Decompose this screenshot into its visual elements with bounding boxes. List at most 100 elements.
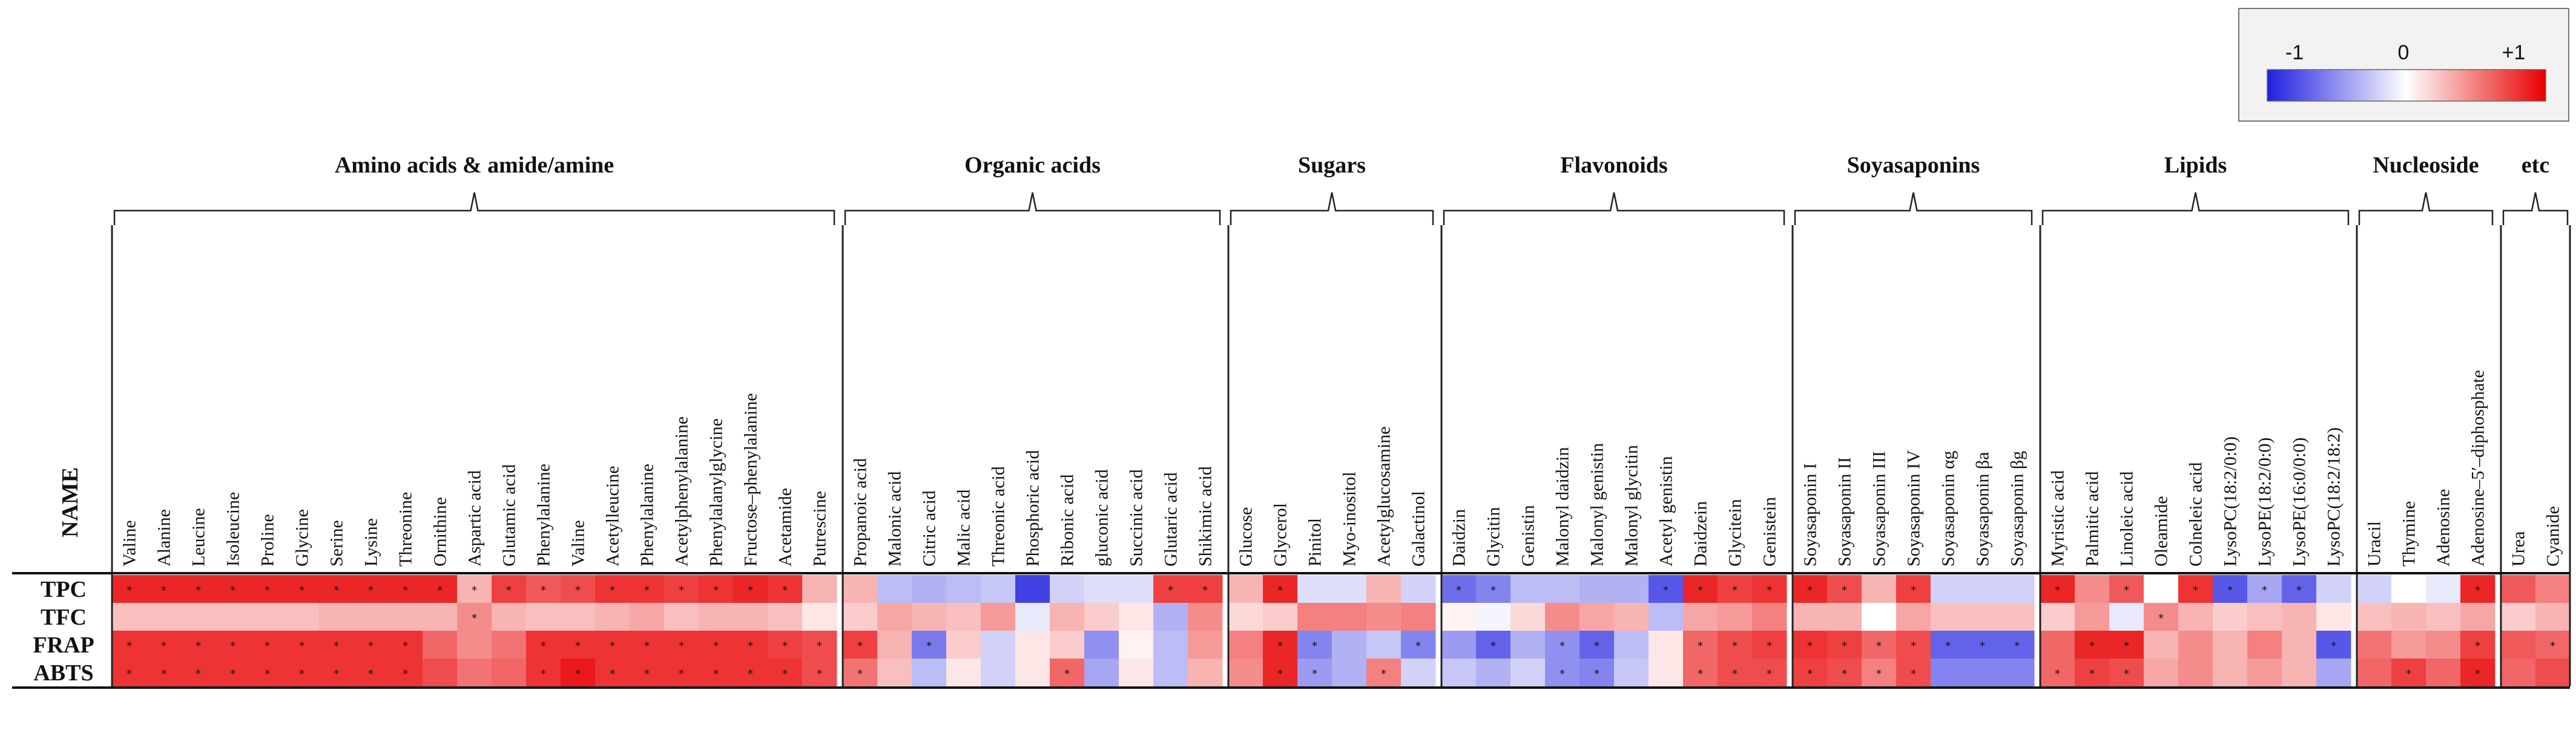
column-label: Glycitein [1725,499,1745,567]
column-label: Acetylleucine [603,465,623,567]
column-label: Phenylalanine [637,464,657,567]
significance-star: * [1698,668,1703,680]
heatmap-cell [1084,659,1119,687]
heatmap-cell [457,631,492,659]
heatmap-cell [112,603,147,631]
heatmap-cell [768,659,803,687]
heatmap-cell [2357,631,2392,659]
significance-star: * [782,640,788,652]
heatmap-cell [699,659,734,687]
column-label: LysoPE(16:0/0:0) [2290,438,2310,567]
heatmap-cell [1188,631,1223,659]
significance-star: * [1698,584,1703,597]
heatmap-cell [2535,575,2571,603]
heatmap-cell [981,631,1016,659]
heatmap-cell [1510,603,1546,631]
significance-star: * [1876,668,1882,680]
heatmap-cell [2282,603,2317,631]
significance-star: * [541,640,546,652]
heatmap-cell [492,575,527,603]
heatmap-cell [2282,575,2317,603]
heatmap-cell [802,659,837,687]
significance-star: * [1491,584,1496,597]
group-brace [1443,192,1785,225]
legend-box [2238,8,2569,122]
heatmap-cell [2501,575,2536,603]
heatmap-cell [216,575,251,603]
column-label: Glycitin [1484,507,1504,567]
heatmap-cell [112,659,147,687]
significance-star: * [2089,668,2095,680]
significance-star: * [541,668,546,680]
heatmap-cell [2075,603,2110,631]
significance-star: * [1663,584,1668,597]
heatmap-cell [664,603,699,631]
heatmap-cell [1683,575,1718,603]
heatmap-cell [1263,659,1298,687]
significance-star: * [644,668,650,680]
heatmap-cell [216,603,251,631]
heatmap-cell [2316,659,2351,687]
heatmap-cell [285,659,320,687]
heatmap-cell [1366,659,1402,687]
column-label: Genistein [1760,497,1780,567]
heatmap-cell [2426,631,2461,659]
significance-star: * [1911,668,1916,680]
significance-star: * [2158,612,2164,625]
heatmap-cell [1649,631,1684,659]
heatmap-cell [1228,659,1263,687]
heatmap-cell [1510,631,1546,659]
heatmap-cell [1614,575,1649,603]
heatmap-cell [2316,631,2351,659]
column-label: Acetamide [776,488,796,567]
significance-star: * [610,584,615,597]
significance-star: * [679,584,684,597]
heatmap-cell [1718,659,1753,687]
heatmap-cell [1580,603,1615,631]
heatmap-cell [1366,575,1402,603]
significance-star: * [334,584,339,597]
heatmap-cell [1263,603,1298,631]
significance-star: * [230,668,236,680]
significance-star: * [748,640,753,652]
column-label: Malonyl glycitin [1622,445,1642,567]
group-label: Lipids [2164,153,2227,178]
heatmap-cell [1119,575,1154,603]
heatmap-cell [2460,603,2495,631]
heatmap-cell [147,575,182,603]
heatmap-cell [1545,603,1580,631]
heatmap-cell [2391,575,2426,603]
heatmap-cell [1263,575,1298,603]
significance-star: * [1767,584,1772,597]
column-label: Daidzin [1449,509,1469,567]
row-label: ABTS [33,660,93,686]
significance-star: * [161,668,166,680]
column-label: Malic acid [954,490,974,567]
heatmap-cell [147,631,182,659]
heatmap-cell [1580,631,1615,659]
significance-star: * [196,668,201,680]
significance-star: * [2475,640,2480,652]
heatmap-cell [2316,575,2351,603]
significance-star: * [748,584,753,597]
heatmap-cell [912,659,947,687]
column-label: Glucose [1236,507,1256,567]
heatmap-cell [1476,631,1511,659]
column-label: Genistin [1518,505,1538,567]
group-brace [1794,192,2033,225]
column-label: Thymine [2399,501,2419,567]
row-label: FRAP [33,633,94,658]
heatmap-cell [595,659,630,687]
significance-star: * [230,640,236,652]
heatmap-cell [2460,631,2495,659]
heatmap-cell [1614,659,1649,687]
heatmap-cell [630,575,665,603]
heatmap-cell [1965,659,2000,687]
column-label: Soyasaponin βa [1973,452,1993,567]
heatmap-cell [981,575,1016,603]
heatmap-cell [1862,631,1897,659]
heatmap-cell [1683,603,1718,631]
significance-star: * [1381,668,1386,680]
heatmap-cell [1119,659,1154,687]
